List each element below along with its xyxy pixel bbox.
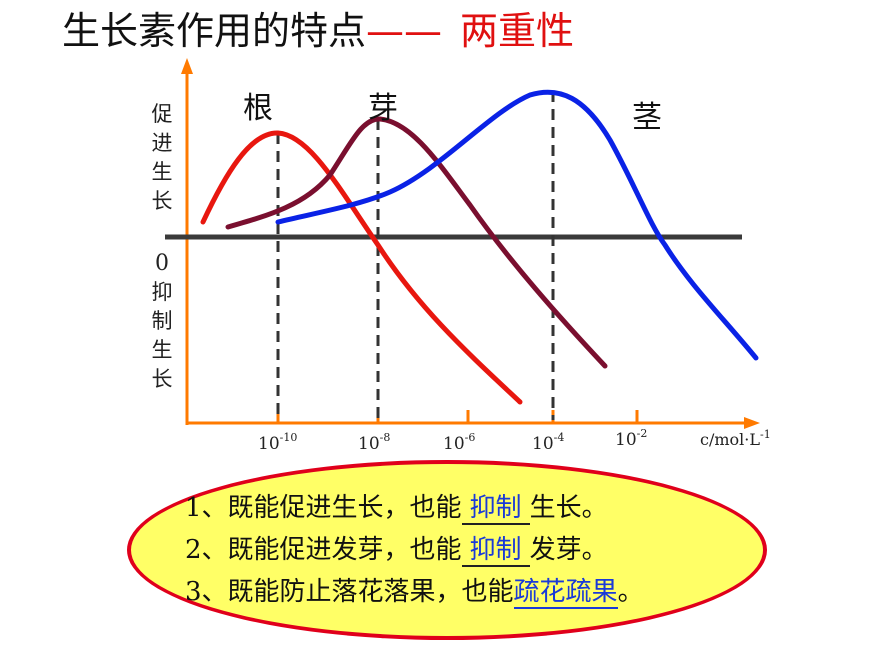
conclusion-ellipse: [127, 460, 767, 640]
x-tick-label: 10-6: [443, 431, 476, 454]
x-tick-label: 10-4: [532, 431, 565, 454]
y-zero-label: 0: [155, 251, 169, 276]
answer-blank: 疏花疏果: [513, 577, 618, 609]
y-label-char: 生: [151, 338, 173, 362]
conclusion-item: 1、既能促进生长，也能 抑制 生长。: [185, 493, 608, 525]
y-axis-arrow-icon: [181, 58, 193, 74]
y-label-char: 抑: [151, 280, 173, 304]
title-highlight: 两重性: [460, 9, 575, 53]
y-label-promote: 促 进 生 长: [150, 100, 174, 216]
conclusion-item: 2、既能促进发芽，也能 抑制 发芽。: [185, 535, 608, 567]
answer-blank: 抑制: [461, 535, 530, 567]
x-tick-label: 10-10: [258, 431, 298, 454]
answer-blank: 抑制: [461, 493, 530, 525]
title-dash: ——: [366, 9, 443, 53]
bud-label: 芽: [368, 91, 398, 126]
page-title: 生长素作用的特点—— 两重性: [62, 6, 574, 56]
y-label-char: 长: [151, 189, 173, 213]
y-label-char: 进: [151, 131, 173, 155]
stem-curve: [275, 89, 759, 361]
x-tick-label: 10-8: [358, 431, 391, 454]
bud-curve: [225, 116, 608, 369]
y-label-char: 制: [151, 309, 173, 333]
x-tick-label: 10-2: [615, 427, 648, 450]
root-curve: [200, 130, 523, 405]
conclusion-list: 1、既能促进生长，也能 抑制 生长。 2、既能促进发芽，也能 抑制 发芽。 3、既能防止…: [185, 487, 644, 613]
stem-label: 茎: [632, 100, 662, 135]
y-label-char: 长: [151, 367, 173, 391]
conclusion-item: 3、既能防止落花落果，也能疏花疏果。: [185, 577, 644, 609]
y-label-inhibit: 抑 制 生 长: [150, 278, 174, 394]
title-main: 生长素作用的特点: [62, 9, 367, 53]
y-label-char: 促: [151, 102, 173, 126]
x-axis-unit: c/mol·L-1: [700, 428, 771, 449]
x-axis-arrow-icon: [744, 417, 760, 429]
root-label: 根: [243, 91, 273, 126]
y-label-char: 生: [151, 160, 173, 184]
